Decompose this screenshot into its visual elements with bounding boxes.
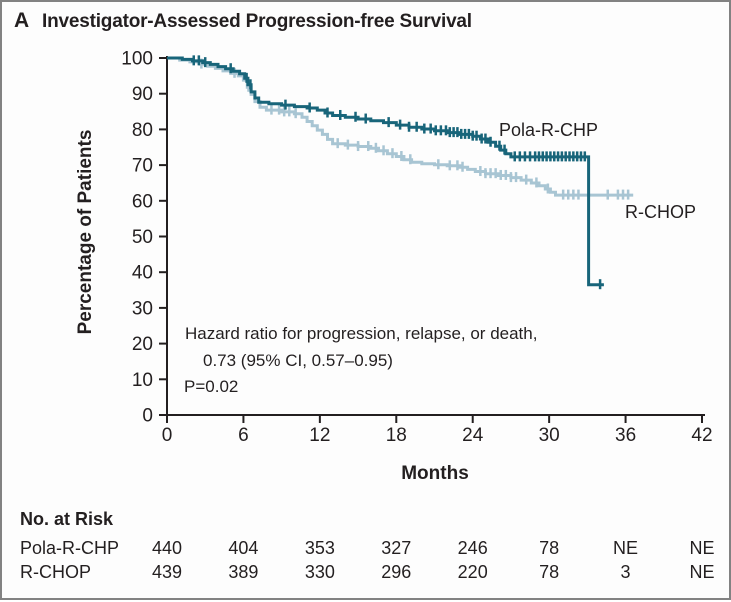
p-value-annotation: P=0.02 (184, 377, 239, 396)
risk-cell: 3 (620, 562, 631, 582)
risk-cell: 353 (304, 538, 335, 558)
y-tick-label: 40 (132, 263, 153, 284)
risk-table-title: No. at Risk (20, 509, 114, 529)
hazard-ratio-annotation-line1: Hazard ratio for progression, relapse, o… (185, 324, 538, 343)
y-tick-label: 60 (132, 191, 153, 212)
risk-cell: 327 (381, 538, 412, 558)
risk-cell: 296 (381, 562, 412, 582)
risk-cell: 220 (457, 562, 488, 582)
risk-cell: 78 (539, 562, 560, 582)
pola-r-chp-curve (167, 56, 604, 287)
panel-label: A (14, 9, 30, 32)
series-label-r-chop: R-CHOP (625, 202, 696, 222)
hazard-ratio-annotation-line2: 0.73 (95% CI, 0.57–0.95) (203, 351, 393, 370)
x-tick-label: 42 (691, 425, 712, 446)
risk-cell: NE (689, 562, 715, 582)
risk-cell: 246 (457, 538, 488, 558)
risk-row-label: R-CHOP (20, 562, 91, 582)
risk-cell: 78 (539, 538, 560, 558)
x-tick-label: 36 (615, 425, 636, 446)
risk-cell: 404 (228, 538, 259, 558)
x-tick-label: 18 (386, 425, 407, 446)
y-tick-label: 10 (132, 370, 153, 391)
y-tick-label: 70 (132, 156, 153, 177)
figure-title: Investigator-Assessed Progression-free S… (42, 11, 472, 32)
x-tick-label: 30 (539, 425, 560, 446)
y-tick-label: 90 (132, 84, 153, 105)
risk-cell: 330 (304, 562, 335, 582)
x-axis-label: Months (401, 463, 469, 484)
risk-cell: 440 (151, 538, 183, 558)
risk-cell: NE (689, 538, 715, 558)
risk-cell: 439 (151, 562, 183, 582)
y-tick-label: 80 (132, 120, 153, 141)
x-tick-label: 24 (462, 425, 484, 446)
y-axis-label: Percentage of Patients (75, 129, 96, 335)
y-tick-label: 100 (121, 49, 153, 70)
y-tick-label: 30 (132, 298, 153, 319)
y-tick-label: 0 (142, 406, 153, 427)
series-label-pola-r-chp: Pola-R-CHP (499, 120, 599, 140)
risk-cell: 389 (228, 562, 259, 582)
y-tick-label: 20 (132, 334, 153, 355)
x-tick-label: 0 (162, 425, 173, 446)
x-tick-label: 12 (309, 425, 330, 446)
risk-cell: NE (613, 538, 639, 558)
x-tick-label: 6 (238, 425, 249, 446)
y-tick-label: 50 (132, 227, 153, 248)
risk-row-label: Pola-R-CHP (20, 538, 120, 558)
